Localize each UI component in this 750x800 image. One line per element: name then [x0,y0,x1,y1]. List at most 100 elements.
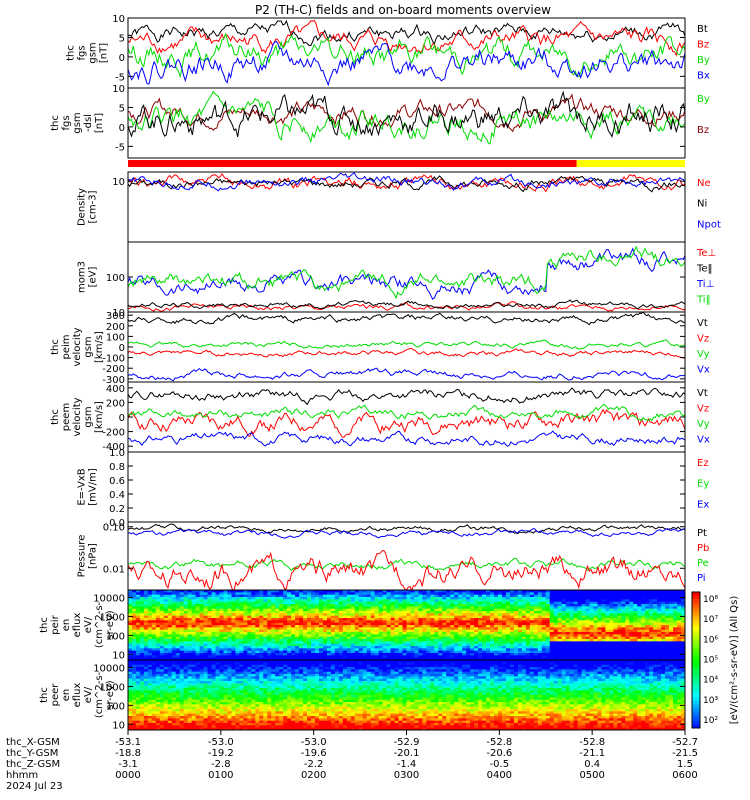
spec-cell [525,653,531,656]
spec-cell [593,590,598,593]
spec-cell [661,618,666,621]
spec-cell [593,625,598,628]
spec-cell [553,590,559,593]
spec-cell [509,650,515,654]
spec-cell [219,625,224,628]
spec-cell [394,632,400,635]
spec-cell [179,688,185,691]
spec-cell [139,604,145,607]
spec-cell [482,627,487,631]
spec-cell [613,632,618,635]
spec-cell [501,646,507,649]
spec-cell [358,636,364,640]
spec-cell [637,608,642,612]
spec-cell [362,611,368,614]
spec-cell [390,634,396,638]
spec-cell [561,592,567,596]
spec-cell [482,634,487,638]
spec-cell [561,601,567,605]
spec-cell [155,641,161,645]
spec-cell [629,606,634,610]
spec-cell [227,650,232,654]
spec-cell [187,627,193,631]
spec-cell [131,608,137,612]
spec-cell [657,655,662,659]
spec-cell [541,650,547,654]
spec-cell [219,618,224,621]
spec-cell [681,608,686,612]
spec-cell [139,601,145,605]
spec-cell [426,594,431,598]
spec-cell [517,625,523,628]
spec-cell [645,653,650,656]
spec-cell [370,618,376,621]
spec-cell [442,613,447,617]
spec-cell [458,594,463,598]
spec-cell [509,627,515,631]
spec-cell [307,632,312,635]
spec-cell [589,608,594,612]
spec-cell [159,599,165,603]
spec-cell [163,606,169,610]
spec-cell [617,604,622,607]
spec-cell [263,597,268,600]
spec-cell [307,597,312,600]
spec-cell [378,636,384,640]
spec-cell [609,636,614,640]
spec-cell [406,653,411,656]
spec-cell [191,604,197,607]
spec-cell [629,648,634,652]
spec-cell [677,599,682,603]
spec-cell [307,639,312,642]
spec-cell [677,643,682,647]
spec-cell [159,702,165,705]
spec-cell [155,685,161,689]
spec-cell [243,648,248,652]
spec-cell [151,685,157,689]
spec-cell [601,653,606,656]
spec-cell [346,622,352,626]
spec-cell [271,594,276,598]
spec-cell [677,622,682,626]
spec-cell [410,601,415,605]
spec-cell [151,613,157,617]
spec-cell [573,643,579,647]
spec-cell [358,648,364,652]
spec-cell [318,613,324,617]
spec-cell [585,597,591,600]
spec-cell [681,620,686,624]
spec-cell [641,625,646,628]
spec-cell [605,653,610,656]
spec-cell [187,601,193,605]
spec-cell [147,632,153,635]
spec-cell [128,662,133,666]
spec-cell [263,613,268,617]
spec-cell [370,636,376,640]
spec-cell [307,618,312,621]
spec-cell [291,597,296,600]
spec-cell [494,601,499,605]
spec-cell [414,622,419,626]
spec-cell [175,648,181,652]
spec-cell [199,725,205,729]
spec-cell [645,641,650,645]
spec-cell [295,634,300,638]
spec-cell [295,636,300,640]
spec-cell [657,620,662,624]
spec-cell [482,606,487,610]
spec-cell [219,622,224,626]
spec-cell [334,599,340,603]
spec-cell [175,725,181,729]
spec-cell [593,627,598,631]
spec-cell [525,592,531,596]
spec-cell [681,622,686,626]
spec-cell [466,599,471,603]
spec-cell [263,639,268,642]
spec-cell [159,615,165,619]
spec-cell [621,608,626,612]
spec-cell [394,648,400,652]
spec-cell [561,657,567,661]
legend-temperature-0: Te⊥ [696,248,716,259]
spec-cell [287,611,292,614]
